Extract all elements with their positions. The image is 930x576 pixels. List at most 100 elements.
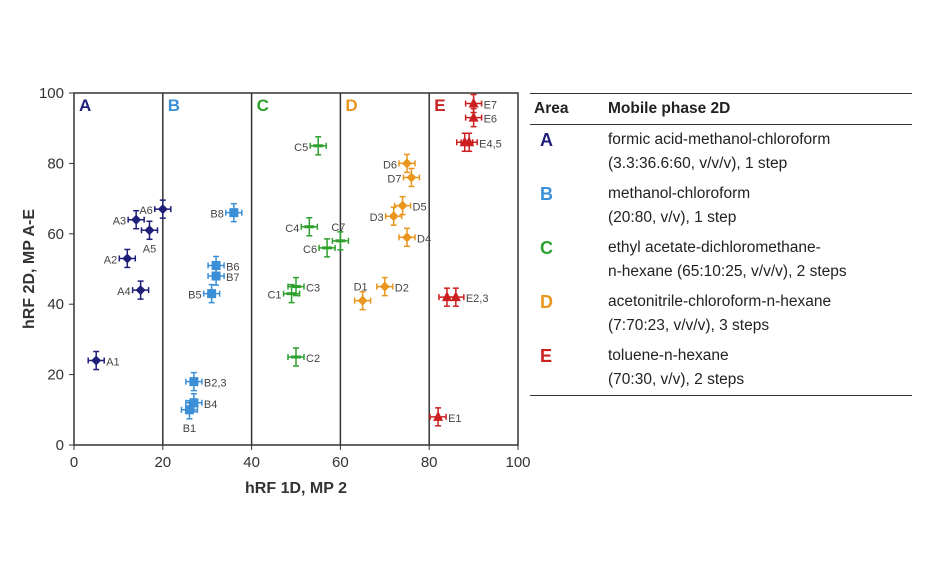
x-tick-label: 20 [154,454,171,471]
marker-square [229,208,239,218]
point-label: A4 [117,286,130,298]
marker-diamond [144,225,155,236]
marker-diamond [131,214,142,225]
marker-square [211,271,221,281]
point-label: D2 [395,283,409,295]
point-label: B1 [183,423,196,435]
point-label: B5 [188,290,201,302]
mobile-phase: formic acid-methanol-chloroform (3.3:36.6… [604,125,912,180]
point-label: E1 [448,413,461,425]
point-label: C2 [306,353,320,365]
marker-triangle [441,291,452,302]
point-label: D3 [370,212,384,224]
data-point: D3 [370,206,403,226]
data-point: B7 [207,266,240,286]
point-label: C6 [303,244,317,256]
data-point: B1 [180,400,199,435]
data-point: C3 [287,276,320,297]
x-axis-label: hRF 1D, MP 2 [245,480,347,497]
mobile-phase: toluene-n-hexane (70:30, v/v), 2 steps [604,341,912,396]
mobile-phase-line2: (7:70:23, v/v/v), 3 steps [608,317,770,334]
y-tick-label: 0 [56,437,64,454]
point-label: C4 [285,223,299,235]
area-label-D: D [345,96,357,115]
x-tick-label: 40 [243,454,260,471]
point-label: C5 [294,142,308,154]
marker-diamond [122,253,133,264]
data-point: B4 [185,393,217,413]
point-label: C3 [306,283,320,295]
point-label: A5 [143,243,156,255]
data-point: E6 [464,107,497,128]
marker-dash [313,144,324,148]
marker-square [189,377,199,387]
data-point: D1 [354,282,372,311]
marker-triangle [468,97,479,108]
data-point: A6 [139,199,172,219]
y-axis-label: hRF 2D, MP A-E [21,209,38,329]
point-label: E6 [484,114,497,126]
point-label: C7 [331,222,345,234]
data-point: A5 [140,220,159,255]
marker-dash [286,292,297,296]
point-label: B4 [204,399,217,411]
data-point: B2,3 [185,371,227,392]
mobile-phase-line1: toluene-n-hexane [608,347,729,364]
mobile-phase-line2: (70:30, v/v), 2 steps [608,371,745,388]
data-point: A1 [87,350,120,371]
point-label: C1 [267,290,281,302]
point-label: E7 [484,100,497,112]
marker-diamond [357,295,368,306]
header-area: Area [530,93,604,125]
y-tick-label: 40 [47,296,64,313]
data-point: C6 [303,238,336,258]
marker-diamond [406,172,417,183]
area-code: B [540,184,553,204]
header-mobile-phase: Mobile phase 2D [604,93,912,125]
x-tick-label: 80 [421,454,438,471]
y-tick-label: 60 [47,226,64,243]
mobile-phase-line1: methanol-chloroform [608,185,751,202]
point-label: B7 [226,272,239,284]
point-label: B8 [210,209,223,221]
marker-diamond [402,158,412,169]
data-point: E7 [464,93,497,114]
area-code: A [540,130,553,150]
marker-triangle [468,111,479,122]
marker-diamond [388,211,399,222]
plot-frame [73,92,519,446]
marker-dash [335,239,346,243]
mobile-phase: methanol-chloroform (20:80, v/v), 1 step [604,179,912,233]
point-label: B6 [226,261,239,273]
data-point: C2 [287,347,320,367]
area-label-A: A [79,96,91,115]
marker-square [211,260,221,270]
data-point: D7 [387,167,421,188]
point-label: A2 [104,254,117,266]
mobile-phase-line1: acetonitrile-chloroform-n-hexane [608,293,832,310]
point-label: A1 [106,357,119,369]
marker-square [207,289,217,299]
y-tick-label: 80 [47,155,64,172]
marker-diamond [91,355,102,366]
data-point: C1 [267,283,301,304]
marker-dash [291,355,301,359]
data-point: E2,3 [447,287,488,307]
marker-diamond [379,281,390,292]
data-point: C5 [294,136,327,156]
data-point: A2 [104,248,137,269]
point-label: A3 [113,216,126,228]
mobile-phase-line2: n-hexane (65:10:25, v/v/v), 2 steps [608,263,847,280]
marker-diamond [397,200,408,211]
point-label: D6 [383,159,397,171]
x-tick-label: 0 [70,454,78,471]
mobile-phase-line1: formic acid-methanol-chloroform [608,131,831,148]
marker-dash [304,225,315,229]
mobile-phase-line2: (3.3:36.6:60, v/v/v), 1 step [608,155,788,172]
